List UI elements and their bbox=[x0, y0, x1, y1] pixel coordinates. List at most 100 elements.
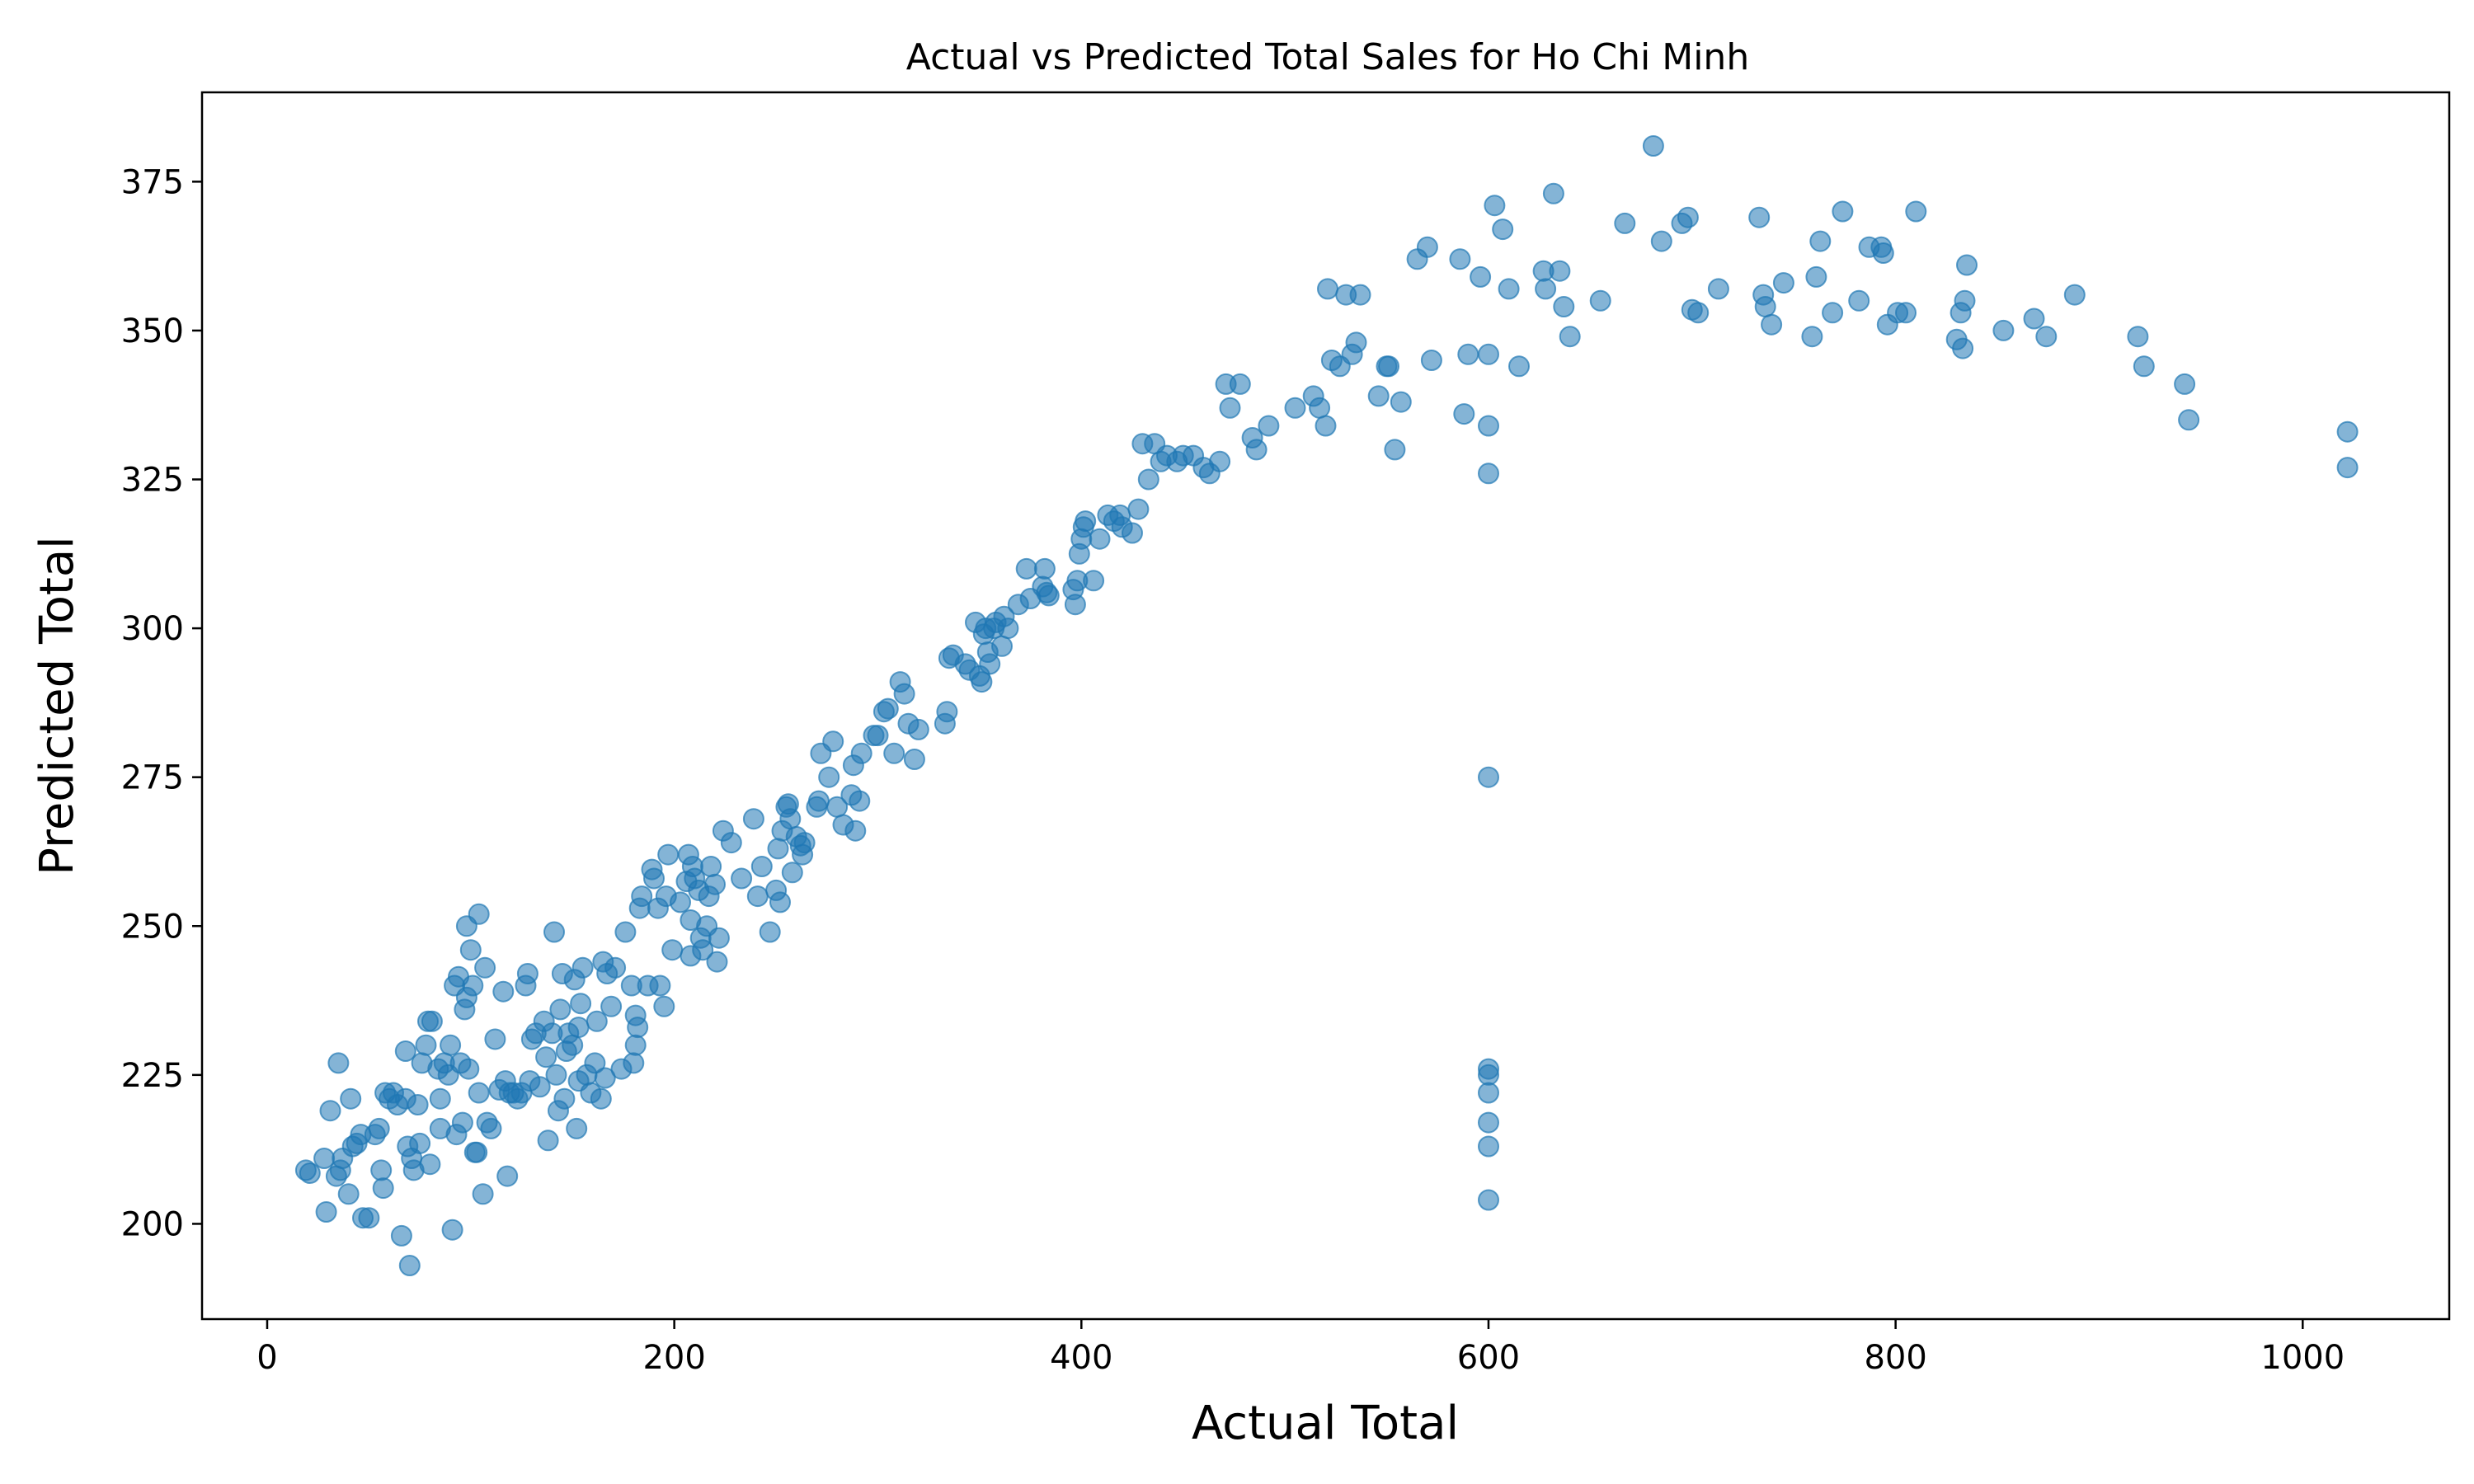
data-point bbox=[818, 766, 840, 788]
data-point bbox=[1498, 278, 1520, 300]
data-point bbox=[1122, 522, 1143, 544]
data-point bbox=[594, 1067, 616, 1089]
data-point bbox=[1478, 1064, 1499, 1086]
data-point bbox=[1453, 403, 1475, 425]
data-point bbox=[600, 995, 623, 1017]
data-point bbox=[480, 1117, 502, 1139]
data-point bbox=[586, 1010, 608, 1032]
data-point bbox=[2178, 409, 2200, 431]
data-point bbox=[1478, 415, 1499, 437]
data-point bbox=[844, 819, 867, 842]
data-point bbox=[883, 742, 905, 764]
data-point bbox=[562, 1034, 584, 1056]
data-point bbox=[1895, 302, 1917, 324]
data-point bbox=[415, 1034, 437, 1056]
data-point bbox=[1384, 439, 1406, 461]
data-point bbox=[1992, 319, 2015, 341]
y-tick-label: 225 bbox=[121, 1057, 184, 1095]
data-point bbox=[1614, 212, 1636, 234]
data-point bbox=[1650, 230, 1672, 252]
data-point bbox=[553, 1087, 576, 1110]
data-point bbox=[1083, 570, 1105, 592]
data-point bbox=[1478, 1082, 1499, 1104]
data-point bbox=[1309, 397, 1331, 419]
data-point bbox=[1478, 1189, 1499, 1211]
y-tick-label: 275 bbox=[121, 759, 184, 797]
data-point bbox=[484, 1028, 506, 1050]
data-point bbox=[584, 1052, 606, 1074]
data-point bbox=[849, 790, 871, 812]
data-point bbox=[543, 921, 565, 943]
data-point bbox=[1707, 278, 1729, 300]
data-point bbox=[458, 1058, 480, 1080]
data-point bbox=[1064, 594, 1086, 616]
data-point bbox=[1832, 200, 1854, 223]
data-point bbox=[907, 718, 929, 740]
data-point bbox=[1642, 135, 1664, 157]
data-point bbox=[2035, 326, 2058, 348]
data-point bbox=[368, 1117, 390, 1139]
data-point bbox=[516, 963, 539, 984]
data-point bbox=[2336, 420, 2359, 443]
data-point bbox=[661, 939, 684, 961]
data-point bbox=[604, 956, 627, 979]
data-point bbox=[429, 1087, 451, 1110]
data-point bbox=[468, 903, 490, 925]
data-point bbox=[1284, 397, 1306, 419]
data-point bbox=[746, 885, 769, 908]
data-point bbox=[614, 921, 637, 943]
data-point bbox=[398, 1255, 421, 1276]
data-point bbox=[421, 1010, 443, 1032]
data-point bbox=[670, 891, 691, 913]
data-point bbox=[1748, 206, 1771, 228]
data-point bbox=[1037, 585, 1060, 607]
data-point bbox=[1687, 302, 1710, 324]
data-point bbox=[893, 683, 915, 705]
data-point bbox=[2127, 326, 2149, 348]
data-point bbox=[1015, 557, 1037, 580]
plot-frame bbox=[200, 91, 2451, 1321]
data-point bbox=[537, 1129, 559, 1152]
data-point bbox=[327, 1052, 350, 1074]
data-point bbox=[1905, 200, 1927, 223]
data-point bbox=[742, 808, 764, 830]
data-point bbox=[1553, 296, 1575, 317]
data-point bbox=[1484, 195, 1506, 217]
data-point bbox=[657, 843, 680, 866]
data-point bbox=[1952, 337, 1974, 359]
data-point bbox=[807, 790, 830, 812]
data-point bbox=[2133, 355, 2155, 378]
data-point bbox=[1229, 373, 1251, 395]
y-tick-label: 250 bbox=[121, 908, 184, 946]
data-point bbox=[358, 1207, 380, 1229]
data-point bbox=[1956, 254, 1978, 276]
data-point bbox=[1801, 326, 1823, 348]
data-point bbox=[567, 1017, 590, 1039]
data-point bbox=[496, 1165, 519, 1187]
data-point bbox=[1367, 385, 1390, 407]
data-point bbox=[340, 1087, 362, 1110]
chart-title: Actual vs Predicted Total Sales for Ho C… bbox=[906, 36, 1749, 78]
data-point bbox=[877, 697, 899, 720]
data-point bbox=[692, 939, 714, 961]
data-point bbox=[315, 1201, 337, 1223]
data-point bbox=[466, 1141, 488, 1163]
data-point bbox=[529, 1076, 551, 1098]
y-tick-label: 300 bbox=[121, 610, 184, 648]
y-tick-label: 200 bbox=[121, 1205, 184, 1243]
data-point bbox=[299, 1162, 321, 1184]
data-point bbox=[1219, 397, 1241, 419]
data-point bbox=[706, 951, 728, 973]
data-point bbox=[1033, 557, 1056, 580]
points-layer bbox=[294, 135, 2359, 1276]
data-point bbox=[1420, 350, 1442, 371]
data-point bbox=[867, 725, 889, 747]
data-point bbox=[1137, 468, 1159, 491]
data-point bbox=[1954, 289, 1976, 312]
data-point bbox=[793, 832, 816, 854]
data-point bbox=[1089, 528, 1111, 550]
data-point bbox=[750, 856, 773, 877]
data-point bbox=[1535, 278, 1557, 300]
y-tick-label: 325 bbox=[121, 462, 184, 500]
data-point bbox=[409, 1132, 431, 1154]
